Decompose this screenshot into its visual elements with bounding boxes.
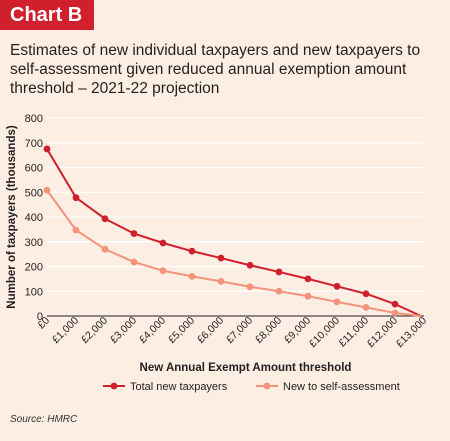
data-point (72, 194, 80, 202)
y-tick-label: 300 (25, 237, 43, 249)
data-point (217, 277, 225, 285)
series-group (43, 145, 422, 317)
y-tick-label: 500 (25, 187, 43, 199)
x-tick-label: £6,000 (195, 315, 226, 346)
x-tick-label: £10,000 (307, 315, 342, 350)
data-point (304, 275, 312, 283)
data-point (217, 254, 225, 262)
legend-swatch-marker (263, 382, 271, 390)
legend-label: New to self-assessment (283, 381, 400, 393)
legend: Total new taxpayers New to self-assessmen… (103, 381, 400, 393)
data-point (275, 268, 283, 276)
x-tick-label: £12,000 (365, 315, 400, 350)
chart-title: Estimates of new individual taxpayers an… (10, 42, 421, 97)
chart-label: Chart B (0, 0, 95, 30)
x-axis-ticks: £0£1,000£2,000£3,000£4,000£5,000£6,000£7… (35, 315, 429, 350)
x-tick-label: £4,000 (137, 315, 168, 346)
y-tick-label: 100 (25, 286, 43, 298)
x-tick-label: £13,000 (394, 315, 429, 350)
data-point (362, 303, 370, 311)
y-tick-label: 200 (25, 262, 43, 274)
data-point (159, 267, 167, 275)
data-point (246, 283, 254, 291)
data-point (362, 290, 370, 298)
x-axis-label: New Annual Exempt Amount threshold (140, 362, 352, 374)
data-point (130, 230, 138, 237)
y-axis-ticks: 0 100 200 300 400 500 600 700 800 (25, 113, 43, 323)
y-tick-label: 700 (25, 138, 43, 150)
grid-lines (47, 117, 424, 292)
data-point (72, 226, 80, 234)
series-line (46, 189, 422, 317)
legend-swatch-marker (110, 382, 118, 390)
data-point (188, 247, 196, 255)
data-point (43, 186, 51, 194)
data-point (188, 273, 196, 280)
data-point (159, 239, 167, 247)
x-tick-label: £8,000 (253, 315, 284, 346)
x-tick-label: £5,000 (166, 315, 197, 346)
x-tick-label: £7,000 (224, 315, 255, 346)
x-tick-label: £2,000 (79, 315, 110, 346)
data-point (101, 245, 109, 253)
source-note: Source: HMRC (10, 414, 78, 425)
data-point (275, 287, 283, 295)
data-point (333, 298, 341, 306)
x-tick-label: £11,000 (336, 315, 371, 350)
x-tick-label: £3,000 (108, 315, 139, 346)
data-point (391, 309, 399, 317)
y-tick-label: 800 (25, 113, 43, 125)
data-point (130, 258, 138, 266)
data-point (101, 215, 109, 223)
legend-label: Total new taxpayers (130, 381, 228, 393)
data-point (391, 300, 399, 308)
data-point (304, 292, 312, 300)
series-line (46, 148, 422, 317)
y-tick-label: 0 (37, 311, 43, 323)
y-axis-label: Number of taxpayers (thousands) (6, 125, 18, 309)
y-tick-label: 600 (25, 163, 43, 175)
y-tick-label: 400 (25, 212, 43, 224)
data-point (246, 261, 254, 269)
x-tick-label: £1,000 (50, 315, 81, 346)
data-point (43, 145, 51, 153)
data-point (333, 282, 341, 290)
